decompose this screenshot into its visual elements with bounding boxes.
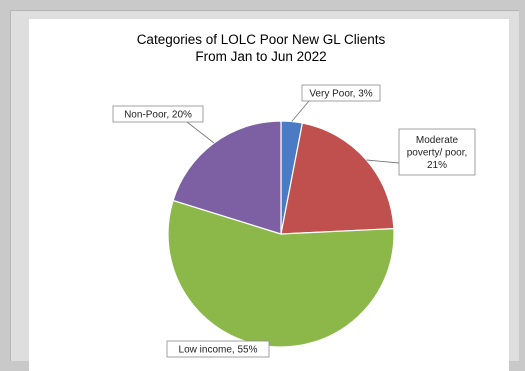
chart-frame: Categories of LOLC Poor New GL Clients F…: [10, 10, 519, 371]
leader-line: [366, 159, 400, 164]
data-label-box: [166, 340, 270, 358]
plot-area: Categories of LOLC Poor New GL Clients F…: [29, 19, 509, 371]
data-label: Very Poor, 3%: [309, 89, 372, 100]
pie-slices: [167, 120, 395, 348]
leader-lines: [186, 100, 400, 164]
data-label: Moderate: [416, 135, 459, 146]
data-labels: Very Poor, 3% Moderate poverty/ poor,21% Lo…: [112, 84, 476, 358]
data-label-box: [398, 128, 476, 176]
data-label: poverty/ poor,: [407, 148, 468, 159]
data-label: Low income, 55%: [179, 345, 258, 356]
leader-line: [186, 121, 215, 144]
pie-slice-non-poor: [172, 120, 282, 235]
data-label: 21%: [427, 160, 447, 171]
pie-chart: Categories of LOLC Poor New GL Clients F…: [112, 32, 476, 358]
data-label-box: [112, 105, 204, 123]
chart-title-line-1: Categories of LOLC Poor New GL Clients: [137, 32, 386, 47]
chart-title-line-2: From Jan to Jun 2022: [195, 49, 326, 64]
data-label: Non-Poor, 20%: [124, 110, 192, 121]
pie-slice-moderate-poverty-poor: [280, 122, 395, 235]
leader-line: [291, 100, 310, 122]
data-label-box: [301, 84, 381, 102]
